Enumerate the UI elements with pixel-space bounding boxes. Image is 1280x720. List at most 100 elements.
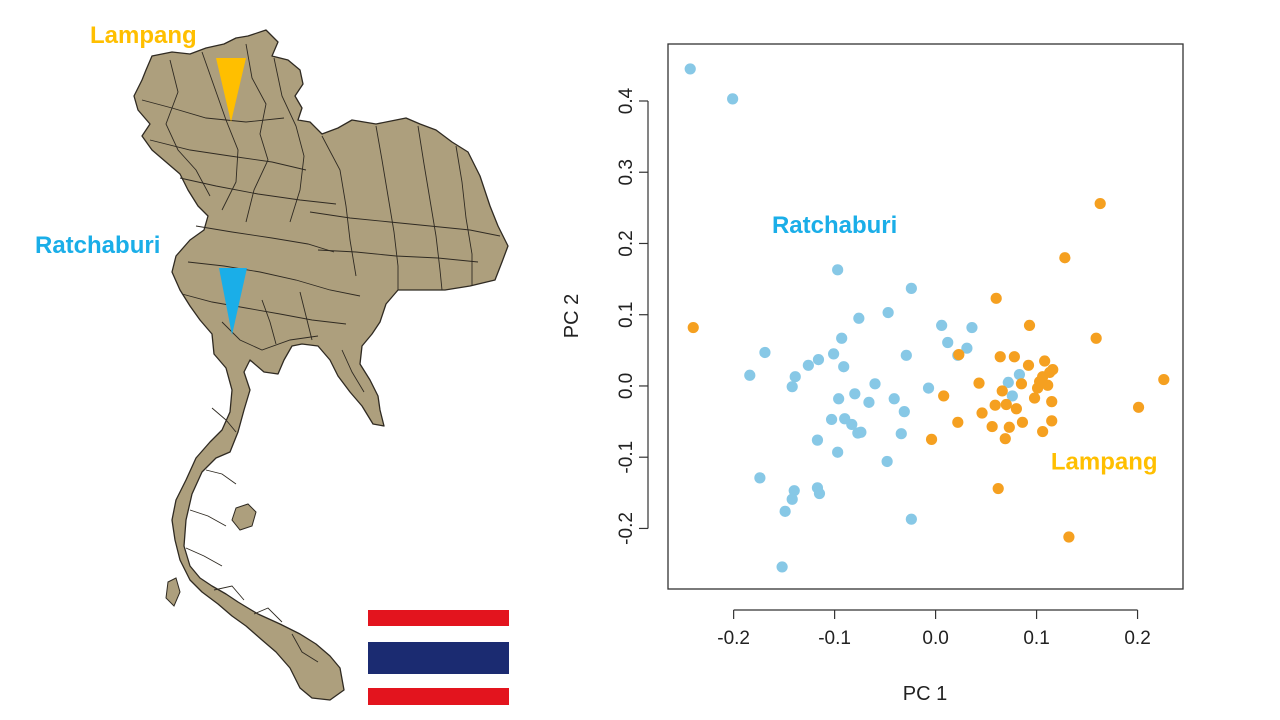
data-point xyxy=(990,292,1002,304)
data-point xyxy=(989,399,1001,411)
data-point xyxy=(1002,376,1014,388)
x-tick-label: 0.1 xyxy=(1023,628,1049,649)
data-point xyxy=(833,393,845,405)
pca-chart: -0.2 -0.1 0.0 0.1 0.2 -0.2 -0.1 0.0 0.1 0.2 0.3 0.… xyxy=(561,43,1184,705)
y-tick-label: -0.1 xyxy=(616,441,637,474)
data-point xyxy=(922,382,935,394)
data-point xyxy=(905,513,917,525)
data-point xyxy=(882,306,894,319)
data-point xyxy=(938,390,950,402)
plot-frame xyxy=(667,43,1184,590)
series-lampang xyxy=(687,197,1170,543)
data-point xyxy=(846,418,858,431)
thailand-map: Lampang Ratchaburi xyxy=(35,22,509,701)
data-point xyxy=(813,487,826,500)
series-ratchaburi xyxy=(684,63,1026,573)
thailand-land xyxy=(133,29,509,701)
data-point xyxy=(1042,379,1054,391)
data-point xyxy=(853,312,865,324)
data-point xyxy=(1010,403,1022,415)
data-point xyxy=(832,446,844,458)
lampang-marker-icon xyxy=(216,58,246,122)
y-tick-label: 0.4 xyxy=(616,87,637,114)
data-point xyxy=(786,381,798,393)
data-point xyxy=(684,63,696,75)
data-point xyxy=(838,361,850,373)
x-axis: -0.2 -0.1 0.0 0.1 0.2 xyxy=(717,609,1151,649)
data-point xyxy=(976,407,988,419)
data-point xyxy=(869,378,881,390)
map-label-ratchaburi: Ratchaburi xyxy=(35,232,160,259)
data-point xyxy=(966,321,978,334)
data-point xyxy=(855,426,867,438)
x-axis-title: PC 1 xyxy=(903,683,947,705)
data-point xyxy=(687,321,699,334)
data-point xyxy=(776,561,788,573)
data-point xyxy=(936,319,948,332)
map-label-lampang: Lampang xyxy=(90,22,197,49)
data-point xyxy=(812,354,825,366)
group-label-ratchaburi: Ratchaburi xyxy=(772,212,897,239)
data-point xyxy=(1094,197,1106,210)
y-tick-label: 0.2 xyxy=(616,230,637,256)
data-point xyxy=(825,413,838,426)
data-point xyxy=(836,332,848,344)
data-point xyxy=(925,433,938,445)
data-point xyxy=(953,349,965,361)
data-point xyxy=(1039,355,1051,367)
data-point xyxy=(828,348,840,360)
province-borders xyxy=(141,43,501,663)
x-tick-label: 0.0 xyxy=(922,628,948,649)
data-point xyxy=(1046,415,1058,427)
data-point xyxy=(898,406,910,418)
thai-flag-icon xyxy=(368,610,509,705)
data-point xyxy=(779,505,791,517)
data-point xyxy=(789,371,801,383)
data-point xyxy=(727,93,739,105)
scatter-points xyxy=(684,63,1170,573)
ratchaburi-marker-icon xyxy=(219,268,247,335)
data-point xyxy=(1006,390,1018,402)
data-point xyxy=(986,420,998,433)
data-point xyxy=(744,369,756,381)
data-point xyxy=(996,385,1008,397)
data-point xyxy=(786,493,798,505)
x-tick-label: -0.1 xyxy=(818,628,851,649)
data-point xyxy=(973,377,985,389)
data-point xyxy=(994,351,1006,363)
data-point xyxy=(1000,398,1012,411)
data-point xyxy=(1015,378,1028,390)
data-point xyxy=(961,342,973,354)
data-point xyxy=(863,396,875,408)
data-point xyxy=(888,393,900,405)
data-point xyxy=(759,346,771,359)
data-point xyxy=(1022,359,1035,371)
y-tick-label: 0.1 xyxy=(616,302,637,328)
data-point xyxy=(1132,401,1145,413)
data-point xyxy=(1063,531,1075,543)
x-tick-label: -0.2 xyxy=(717,628,750,649)
data-point xyxy=(881,455,893,468)
data-point xyxy=(992,482,1004,495)
data-point xyxy=(1008,351,1020,363)
data-point xyxy=(1046,396,1058,408)
data-point xyxy=(952,416,964,428)
island-samui xyxy=(231,503,257,531)
y-axis: -0.2 -0.1 0.0 0.1 0.2 0.3 0.4 xyxy=(616,87,649,545)
group-label-lampang: Lampang xyxy=(1051,448,1158,475)
data-point xyxy=(849,388,861,400)
data-point xyxy=(802,359,814,371)
data-point xyxy=(1044,366,1056,379)
y-tick-label: -0.2 xyxy=(616,512,637,545)
data-point xyxy=(905,282,917,294)
data-point xyxy=(1090,332,1102,344)
data-point xyxy=(832,264,844,276)
data-point xyxy=(811,434,824,446)
data-point xyxy=(895,428,907,440)
data-point xyxy=(1028,392,1041,404)
y-tick-label: 0.0 xyxy=(616,373,637,399)
data-point xyxy=(1013,368,1026,381)
data-point xyxy=(900,349,912,361)
data-point xyxy=(1158,373,1170,386)
data-point xyxy=(999,433,1011,445)
